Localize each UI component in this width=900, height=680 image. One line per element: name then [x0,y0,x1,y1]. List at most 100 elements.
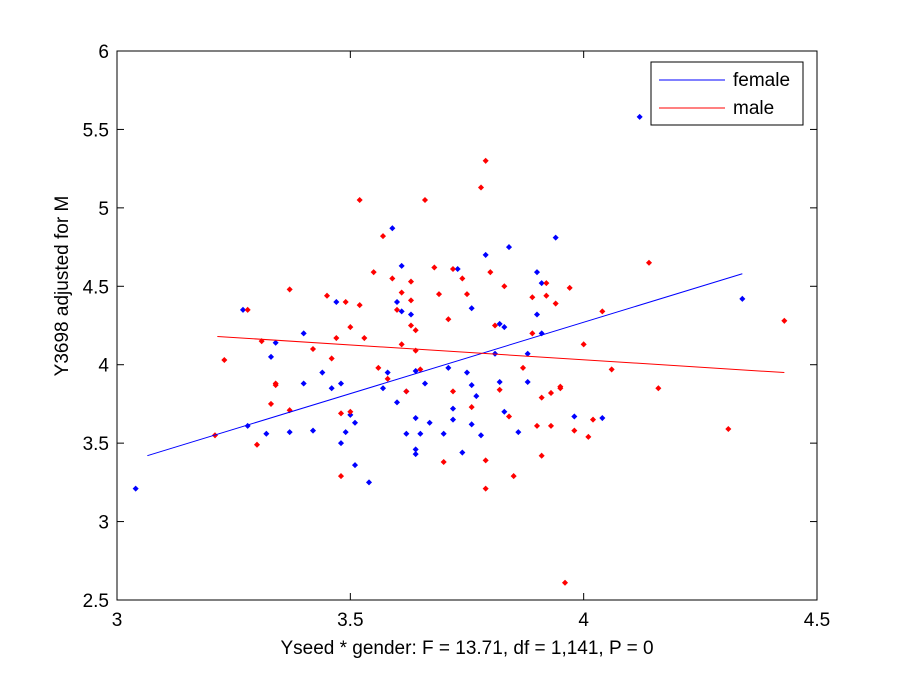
data-point-male [347,324,354,331]
x-tick-label: 4.5 [804,610,830,631]
data-point-female [533,269,541,276]
data-point-male [459,275,466,282]
data-point-female [599,415,606,422]
data-point-male [431,264,438,271]
data-point-male [589,416,597,423]
data-point-female [337,440,345,447]
data-point-male [566,284,573,291]
y-axis-label: Y3698 adjusted for M [52,196,73,377]
data-point-male [356,196,363,204]
data-point-male [496,386,503,393]
data-point-female [571,413,578,420]
data-point-female [412,451,419,458]
data-point-female [333,298,340,305]
data-point-female [496,378,503,385]
data-point-male [328,355,335,362]
data-point-male [449,266,457,273]
data-point-male [449,388,457,395]
data-point-male [580,341,587,348]
data-point-female [496,320,503,327]
data-point-male [543,280,550,287]
data-point-female [300,330,307,337]
data-point-female [337,380,345,387]
data-point-male [370,269,377,276]
data-point-male [491,322,499,329]
data-point-female [468,421,475,428]
data-point-female [468,305,475,312]
data-point-male [477,184,485,191]
data-point-female [309,427,317,434]
legend: female male [650,61,804,126]
data-point-male [342,298,349,305]
data-point-female [384,369,391,376]
points-layer [132,113,788,586]
fit-line-male [217,335,785,374]
data-point-male [557,385,564,392]
data-point-male [599,308,606,315]
data-point-female [482,251,489,258]
data-point-female [347,411,354,418]
y-tick-label: 3.5 [83,434,109,455]
data-point-male [547,422,555,429]
data-point-male [258,338,265,345]
data-point-female [636,113,643,120]
data-point-female [454,266,461,273]
data-point-female [132,485,139,492]
data-point-female [398,262,405,269]
data-point-male [398,341,405,348]
data-point-female [445,364,452,371]
data-point-male [361,335,368,342]
data-point-male [482,157,489,164]
data-point-female [263,430,270,437]
data-point-male [421,196,429,204]
data-point-male [645,259,653,266]
y-tick-label: 3 [98,513,109,534]
data-point-male [529,330,536,337]
fit-line-female [147,273,743,457]
data-point-male [403,388,410,395]
data-point-male [272,382,279,389]
data-point-male [389,275,396,282]
data-point-female [552,234,559,241]
data-point-female [421,380,429,387]
data-point-female [319,369,326,376]
data-point-female [342,429,349,436]
data-point-male [468,404,475,411]
y-tick-label: 5.5 [83,120,109,141]
data-point-female [463,369,471,376]
data-point-male [781,317,788,324]
data-point-female [328,385,335,392]
data-point-male [571,427,578,434]
data-point-male [412,327,419,334]
y-tick-label: 2.5 [83,591,109,612]
data-point-male [538,452,545,459]
y-tick-label: 4 [98,356,109,377]
data-point-female [286,429,293,436]
data-point-female [393,298,401,305]
fit-lines-layer [147,273,785,457]
data-point-male [337,410,345,417]
data-point-male [552,300,559,307]
plot-area-frame [116,50,818,601]
data-point-female [459,449,466,456]
data-point-male [445,316,452,323]
data-point-female [389,225,396,232]
data-point-female [524,378,531,385]
data-point-male [547,389,555,396]
data-point-female [239,306,247,313]
data-point-female [449,405,457,412]
data-point-male [286,286,293,293]
x-tick-label: 4 [578,610,589,631]
data-point-male [375,364,382,371]
data-point-male [585,433,592,440]
ticks-layer: 3 3.5 4 4.52.533.544.555.56 [83,42,831,631]
data-point-male [482,485,489,492]
y-tick-label: 4.5 [83,277,109,298]
data-point-female [365,479,373,486]
data-point-female [533,311,541,318]
y-tick-label: 6 [98,42,109,63]
data-point-male [519,364,527,371]
data-point-female [403,430,410,437]
axes-layer [116,50,818,601]
